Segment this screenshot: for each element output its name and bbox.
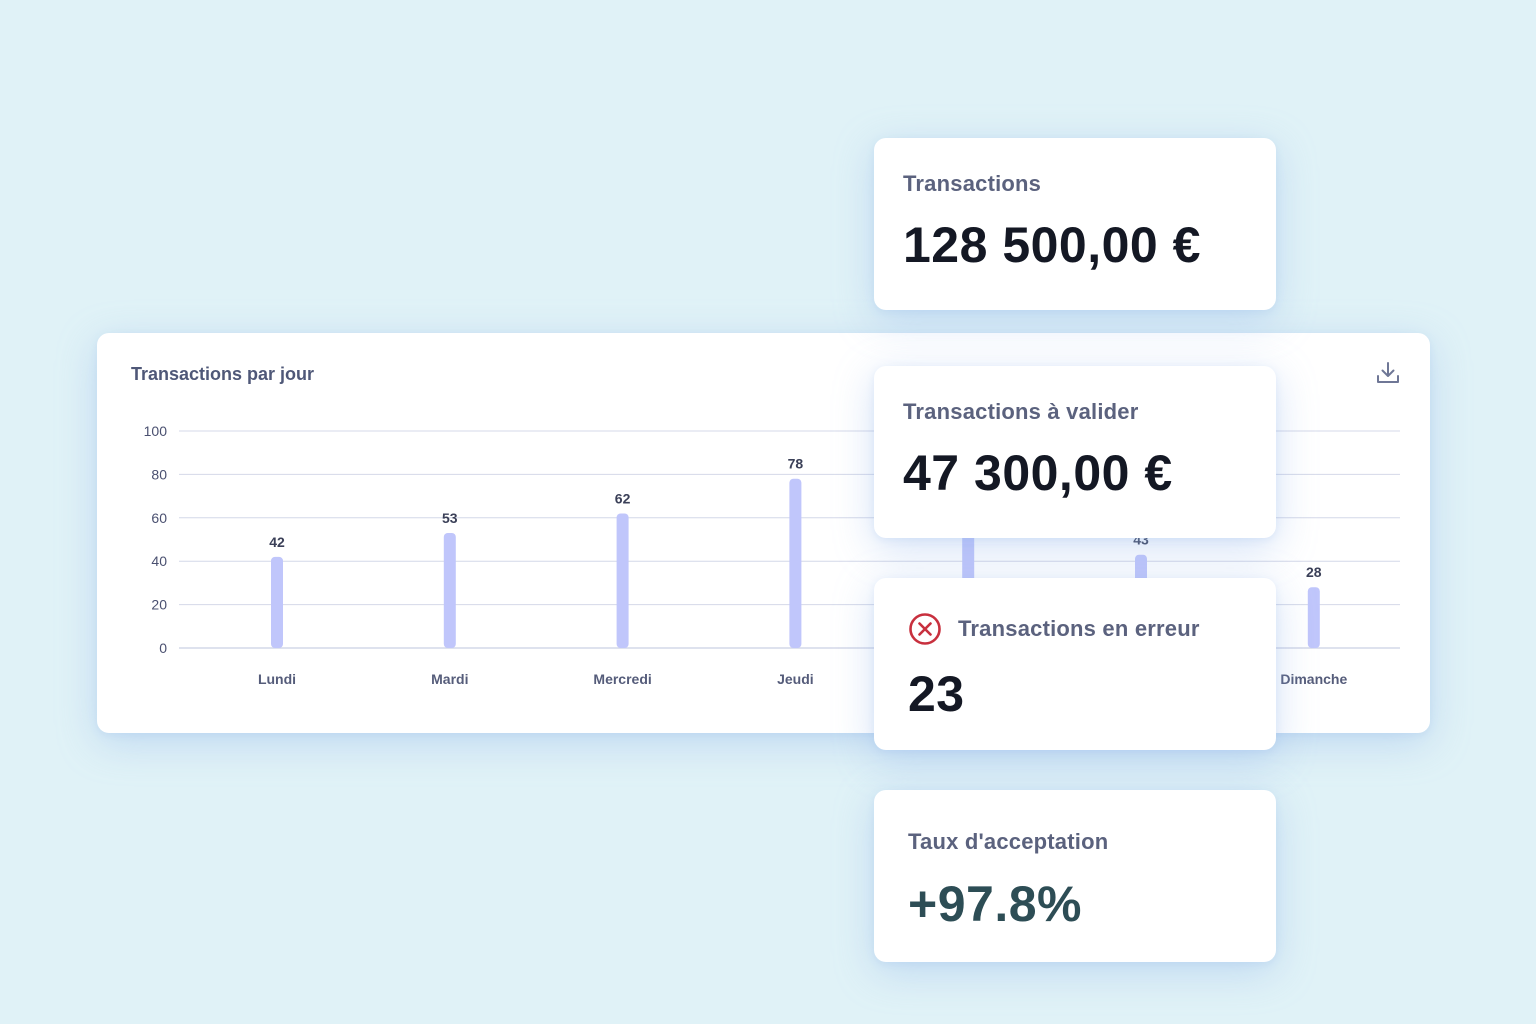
y-tick-label: 40 [151,553,167,569]
chart-title: Transactions par jour [131,364,315,384]
acceptance-rate-stat-card: Taux d'acceptation +97.8% [874,790,1276,962]
error-circle-icon [909,613,941,645]
bar [1307,587,1320,648]
transactions-errors-label: Transactions en erreur [958,616,1200,641]
bar [443,532,456,648]
y-tick-label: 20 [151,597,167,613]
bar-value-label: 42 [269,534,285,550]
bar [616,513,629,648]
y-tick-label: 80 [151,466,167,482]
bar [271,556,283,648]
download-button[interactable] [1374,359,1402,387]
transactions-errors-stat-card: Transactions en erreur 23 [874,578,1276,750]
transactions-value: 128 500,00 € [903,217,1201,273]
bar-value-label: 78 [788,456,804,472]
transactions-to-validate-stat-card: Transactions à valider 47 300,00 € [874,366,1276,538]
bar-value-label: 62 [615,490,631,506]
transactions-label: Transactions [903,171,1042,196]
category-label: Mercredi [593,671,651,687]
category-label: Jeudi [777,671,814,687]
transactions-stat-card: Transactions 128 500,00 € [874,138,1276,310]
y-tick-label: 100 [144,423,168,439]
acceptance-rate-label: Taux d'acceptation [908,829,1109,854]
bar-value-label: 28 [1306,564,1322,580]
transactions-to-validate-value: 47 300,00 € [903,445,1173,501]
category-label: Dimanche [1280,671,1347,687]
y-tick-label: 0 [159,640,167,656]
bar-value-label: 53 [442,510,458,526]
transactions-errors-value: 23 [908,666,965,722]
acceptance-rate-value: +97.8% [908,876,1082,932]
bar [789,478,802,648]
download-icon [1377,362,1399,383]
category-label: Mardi [431,671,468,687]
category-label: Lundi [258,671,296,687]
y-tick-label: 60 [151,510,167,526]
transactions-to-validate-label: Transactions à valider [903,399,1139,424]
